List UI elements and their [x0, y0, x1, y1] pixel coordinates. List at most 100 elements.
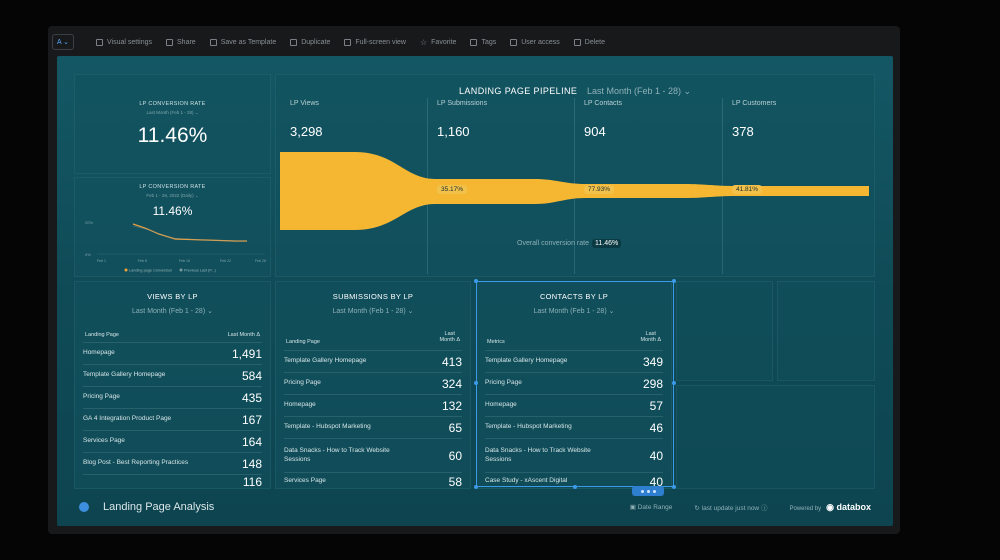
x-tick-label: Feb 8 [138, 259, 147, 263]
contacts-by-lp-card[interactable]: CONTACTS BY LP Last Month (Feb 1 - 28) ⌄… [476, 281, 672, 489]
stage-value-contacts: 904 [584, 124, 606, 139]
column-header: Last Month Δ [227, 332, 260, 338]
empty-slot[interactable] [676, 281, 773, 381]
footer-meta: ▣ Date Range ↻ last update just now ⓘ Po… [630, 488, 871, 526]
table-title: VIEWS BY LP [147, 292, 198, 301]
resize-handle[interactable] [573, 485, 577, 489]
line-chart: 20% 0% Feb 1 Feb 8 Feb 15 Feb 22 Feb 28 … [85, 220, 266, 273]
kpi-value: 11.46% [137, 124, 208, 147]
stage-label-contacts: LP Contacts [584, 100, 623, 107]
x-tick-label: Feb 1 [97, 259, 106, 263]
dashboard-canvas: LP CONVERSION RATE Last Month (Feb 1 - 2… [57, 56, 893, 526]
overall-conversion: Overall conversion rate 11.46% [517, 239, 622, 248]
legend-dot-current [124, 268, 128, 272]
kpi-chart-title: LP CONVERSION RATE [139, 184, 206, 190]
views-by-lp-card[interactable]: VIEWS BY LP Last Month (Feb 1 - 28) ⌄ La… [74, 281, 271, 489]
empty-slot[interactable] [676, 385, 875, 489]
visual-settings-icon [96, 38, 103, 46]
series-line-previous [132, 225, 248, 242]
stage-label-views: LP Views [290, 100, 319, 107]
drag-dot [640, 489, 644, 493]
column-header: Metrics [487, 339, 505, 345]
table-row[interactable]: Pricing Page 324 [284, 372, 462, 394]
funnel-chart [280, 152, 869, 230]
kpi-chart-value: 11.46% [152, 204, 193, 218]
toolbar: A ⌄ Visual settings Share Save as Templa… [52, 31, 605, 53]
resize-handle[interactable] [474, 279, 478, 283]
tags-button[interactable]: Tags [470, 38, 496, 46]
conversion-badge: 41.81% [732, 185, 763, 194]
table-row[interactable]: Template Gallery Homepage 349 [485, 350, 663, 372]
resize-handle[interactable] [672, 381, 676, 385]
stage-value-submissions: 1,160 [437, 124, 470, 139]
overall-conversion-value: 11.46% [591, 239, 622, 248]
table-row[interactable]: Template Gallery Homepage 413 [284, 350, 462, 372]
table-date-range[interactable]: Last Month (Feb 1 - 28) ⌄ [533, 308, 615, 315]
pipeline-date-range[interactable]: Last Month (Feb 1 - 28) ⌄ [587, 86, 692, 96]
submissions-by-lp-card[interactable]: SUBMISSIONS BY LP Last Month (Feb 1 - 28… [275, 281, 471, 489]
table-row[interactable]: 116 [83, 474, 262, 490]
powered-by[interactable]: Powered by ◉ databox [789, 501, 871, 512]
date-range-button[interactable]: ▣ Date Range [629, 504, 673, 511]
table-row[interactable]: Case Study - xAscent Digital 40 [485, 472, 663, 490]
user-access-button[interactable]: User access [510, 38, 560, 46]
table-row[interactable]: Pricing Page 435 [83, 386, 262, 408]
delete-button[interactable]: Delete [573, 38, 605, 46]
table-row[interactable]: Template Gallery Homepage 584 [83, 364, 262, 386]
user-icon [510, 38, 518, 46]
drag-handle[interactable] [632, 486, 664, 496]
databox-brand-icon: ◉ [826, 501, 837, 512]
share-button[interactable]: Share [166, 38, 196, 46]
column-header: Landing Page [85, 332, 119, 338]
refresh-icon: ↻ [694, 505, 702, 512]
resize-handle[interactable] [474, 485, 478, 489]
kpi-conversion-rate-card[interactable]: LP CONVERSION RATE Last Month (Feb 1 - 2… [74, 74, 271, 174]
table-row[interactable]: Homepage 132 [284, 394, 462, 416]
x-tick-label: Feb 28 [255, 259, 266, 263]
resize-handle[interactable] [672, 279, 676, 283]
legend-dot-previous [179, 268, 183, 272]
resize-handle[interactable] [672, 485, 676, 489]
table-row[interactable]: Blog Post - Best Reporting Practices 148 [83, 452, 262, 474]
table-row[interactable]: Data Snacks - How to Track Website Sessi… [284, 438, 462, 472]
star-icon: ☆ [419, 37, 428, 47]
stage-value-views: 3,298 [290, 124, 323, 139]
pipeline-title: LANDING PAGE PIPELINE [459, 86, 578, 96]
table-row[interactable]: Data Snacks - How to Track Website Sessi… [485, 438, 663, 472]
table-row[interactable]: Homepage 57 [485, 394, 663, 416]
databox-logo-icon [79, 502, 89, 512]
full-screen-button[interactable]: Full-screen view [344, 38, 406, 46]
account-switcher[interactable]: A ⌄ [52, 34, 74, 50]
series-line-current [132, 223, 247, 242]
x-tick-label: Feb 15 [179, 259, 190, 263]
duplicate-button[interactable]: Duplicate [290, 38, 330, 46]
kpi-chart-date-range[interactable]: Feb 1 - 28, 2022 (Daily) ⌄ [146, 193, 199, 198]
duplicate-icon [290, 38, 298, 46]
tag-icon [470, 38, 478, 46]
favorite-button[interactable]: ☆ Favorite [419, 37, 457, 47]
monitor-icon [344, 38, 352, 46]
resize-handle[interactable] [474, 381, 478, 385]
y-tick-label: 20% [85, 220, 93, 225]
kpi-conversion-chart-card[interactable]: LP CONVERSION RATE Feb 1 - 28, 2022 (Dai… [74, 177, 271, 277]
drag-dot [646, 489, 650, 493]
table-row[interactable]: Template - Hubspot Marketing 65 [284, 416, 462, 438]
visual-settings-button[interactable]: Visual settings [96, 38, 152, 46]
table-row[interactable]: Services Page 164 [83, 430, 262, 452]
table-row[interactable]: Services Page 58 [284, 472, 462, 490]
empty-slot[interactable] [777, 281, 875, 381]
table-date-range[interactable]: Last Month (Feb 1 - 28) ⌄ [132, 308, 213, 315]
table-date-range[interactable]: Last Month (Feb 1 - 28) ⌄ [332, 308, 414, 315]
table-title: SUBMISSIONS BY LP [332, 292, 414, 301]
last-update: ↻ last update just now ⓘ [694, 505, 768, 512]
table-row[interactable]: Pricing Page 298 [485, 372, 663, 394]
table-row[interactable]: GA 4 Integration Product Page 167 [83, 408, 262, 430]
save-as-template-button[interactable]: Save as Template [209, 38, 276, 46]
table-row[interactable]: Homepage 1,491 [83, 342, 262, 364]
stage-label-customers: LP Customers [732, 100, 777, 107]
x-tick-label: Feb 22 [220, 259, 231, 263]
kpi-date-range[interactable]: Last Month (Feb 1 - 28) ⌄ [146, 110, 199, 115]
info-icon: ⓘ [760, 505, 768, 512]
drag-dot [652, 489, 656, 493]
table-row[interactable]: Template - Hubspot Marketing 46 [485, 416, 663, 438]
